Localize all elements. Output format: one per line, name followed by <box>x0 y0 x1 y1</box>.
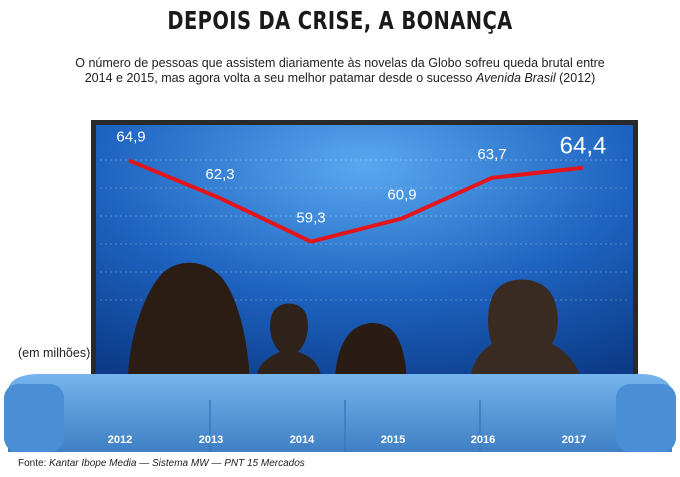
data-label-2015: 60,9 <box>387 186 416 203</box>
x-tick-label-2016: 2016 <box>471 434 495 446</box>
x-tick-label-2015: 2015 <box>381 434 405 446</box>
person-4-silhouette <box>469 279 584 392</box>
sofa-left-arm <box>4 384 64 452</box>
subtitle-italic: Avenida Brasil <box>475 71 556 85</box>
source-prefix: Fonte: <box>18 458 50 469</box>
person-2-silhouette <box>255 303 324 392</box>
sofa-back <box>8 374 672 452</box>
audience-silhouettes <box>127 262 584 392</box>
data-label-2013: 62,3 <box>205 166 234 183</box>
sofa-right-arm <box>616 384 676 452</box>
x-tick-label-2017: 2017 <box>562 434 586 446</box>
series-line <box>128 158 584 244</box>
subtitle-text: O número de pessoas que assistem diariam… <box>75 56 605 85</box>
x-tick-label-2012: 2012 <box>108 434 132 446</box>
x-tick-label-2014: 2014 <box>290 434 315 446</box>
source-text: Kantar Ibope Media — Sistema MW — PNT 15… <box>49 458 305 469</box>
chart-subtitle: O número de pessoas que assistem diariam… <box>60 56 620 86</box>
unit-label: (em milhões) <box>18 346 91 360</box>
sofa <box>4 374 676 452</box>
x-tick-label-2013: 2013 <box>199 434 223 446</box>
source-note: Fonte: Kantar Ibope Media — Sistema MW —… <box>18 458 305 469</box>
chart-title: DEPOIS DA CRISE, A BONANÇA <box>167 6 513 35</box>
subtitle-end: (2012) <box>555 71 596 85</box>
data-label-2014: 59,3 <box>296 210 325 227</box>
data-label-2016: 63,7 <box>477 146 506 163</box>
data-label-2012: 64,9 <box>116 128 145 145</box>
data-label-2017: 64,4 <box>560 133 607 160</box>
person-1-silhouette <box>127 262 250 392</box>
